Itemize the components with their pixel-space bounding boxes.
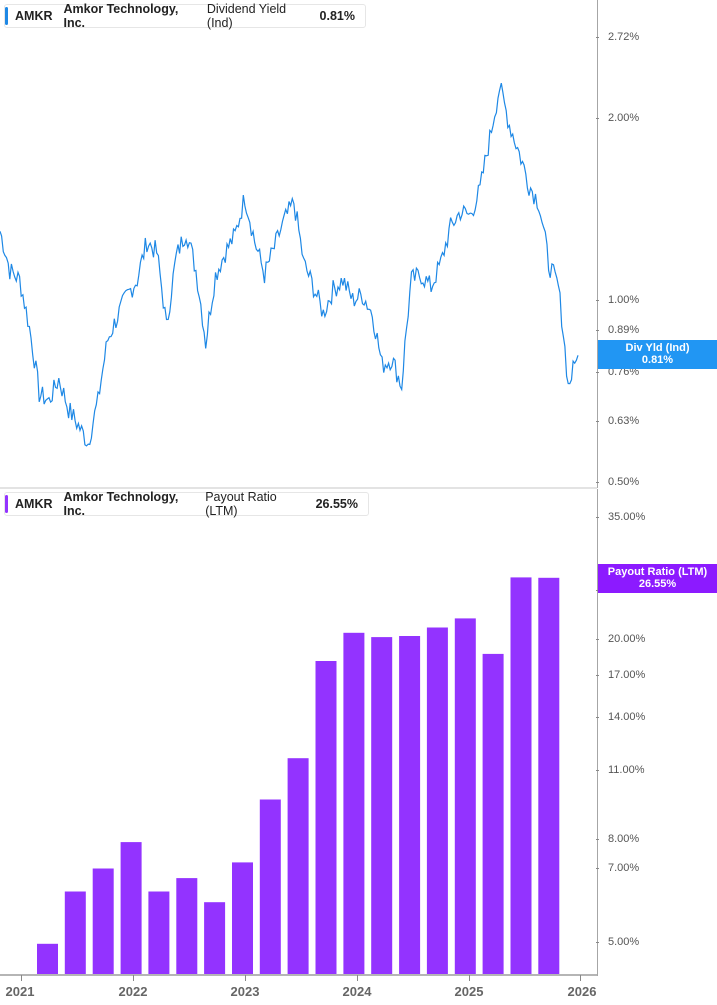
payout-ratio-value-flag: Payout Ratio (LTM) 26.55%: [598, 564, 717, 593]
flag-label: Payout Ratio (LTM): [607, 566, 708, 578]
bottom-y-tick: 8.00%: [595, 833, 639, 845]
bottom-y-tick: 35.00%: [595, 511, 645, 523]
payout-ratio-bar: [538, 577, 560, 974]
payout-ratio-bar: [204, 902, 226, 974]
x-tick: [469, 975, 470, 981]
x-label: 2022: [118, 984, 148, 999]
top-y-axis-line: [597, 0, 598, 488]
payout-ratio-bar: [120, 842, 142, 974]
payout-ratio-bar: [482, 653, 504, 974]
bottom-legend-ticker: AMKR: [15, 497, 53, 511]
top-y-tick: 1.00%: [595, 294, 639, 306]
bottom-legend: AMKR Amkor Technology, Inc. Payout Ratio…: [4, 490, 369, 518]
flag-label: Div Yld (Ind): [625, 342, 690, 354]
top-legend-metric: Dividend Yield (Ind): [206, 2, 287, 30]
payout-ratio-bar: [259, 799, 281, 974]
payout-ratio-bar: [148, 891, 170, 974]
payout-ratio-bar: [37, 943, 58, 974]
x-tick: [580, 975, 581, 981]
bottom-legend-value: 26.55%: [315, 497, 358, 511]
panel-divider: [0, 487, 597, 489]
top-y-tick: 2.00%: [595, 112, 639, 124]
top-y-tick: 0.89%: [595, 324, 639, 336]
bottom-y-tick: 17.00%: [595, 669, 645, 681]
top-y-tick: 2.72%: [595, 31, 639, 43]
x-tick: [357, 975, 358, 981]
bottom-y-tick: 11.00%: [596, 764, 645, 776]
payout-ratio-bar: [454, 618, 476, 974]
top-y-tick: 0.50%: [595, 476, 639, 488]
payout-ratio-bar: [287, 758, 309, 974]
payout-ratio-bar-chart: [37, 577, 560, 974]
div-yld-value-flag: Div Yld (Ind) 0.81%: [598, 340, 717, 369]
top-y-axis: 2.72% 2.00% 1.00% 0.89% 0.76% 0.63% 0.50…: [595, 0, 717, 488]
bottom-y-axis: 35.00% 25.00% 20.00% 17.00% 14.00% 11.00…: [595, 0, 717, 1005]
payout-ratio-bar: [426, 627, 448, 974]
x-tick: [133, 975, 134, 981]
bottom-y-tick: 7.00%: [595, 862, 639, 874]
bottom-y-tick: 5.00%: [595, 936, 639, 948]
bottom-y-axis-line: [597, 489, 598, 976]
top-legend-color-bar: [5, 7, 8, 25]
bottom-y-tick: 20.00%: [595, 633, 645, 645]
payout-ratio-bar: [343, 632, 365, 974]
x-tick: [21, 975, 22, 981]
payout-ratio-bar: [232, 862, 253, 974]
x-label: 2023: [230, 984, 260, 999]
payout-ratio-bar: [510, 577, 532, 974]
x-label: 2024: [342, 984, 372, 999]
bottom-legend-metric: Payout Ratio (LTM): [205, 490, 277, 518]
x-label: 2021: [5, 984, 35, 999]
bottom-legend-company: Amkor Technology, Inc.: [63, 490, 179, 518]
top-legend-company: Amkor Technology, Inc.: [63, 2, 179, 30]
payout-ratio-bar: [92, 868, 114, 974]
x-label: 2026: [567, 984, 597, 999]
payout-ratio-bar: [64, 891, 86, 974]
top-legend-value: 0.81%: [319, 9, 355, 23]
dividend-yield-line-chart: [0, 82, 579, 447]
top-legend-ticker: AMKR: [15, 9, 53, 23]
payout-ratio-bar: [371, 637, 393, 974]
x-label: 2025: [454, 984, 484, 999]
bottom-legend-color-bar: [5, 495, 8, 513]
flag-value: 0.81%: [641, 354, 674, 366]
top-y-tick: 0.63%: [595, 415, 639, 427]
payout-ratio-bar: [315, 661, 337, 974]
flag-value: 26.55%: [638, 578, 677, 590]
bottom-y-tick: 14.00%: [595, 711, 645, 723]
payout-ratio-bar: [176, 878, 198, 974]
x-tick: [245, 975, 246, 981]
x-axis-line: [0, 974, 597, 976]
payout-ratio-bar: [399, 636, 421, 974]
top-y-tick: 0.76%: [595, 366, 639, 378]
dividend-yield-line: [0, 82, 579, 447]
top-legend: AMKR Amkor Technology, Inc. Dividend Yie…: [4, 2, 366, 30]
